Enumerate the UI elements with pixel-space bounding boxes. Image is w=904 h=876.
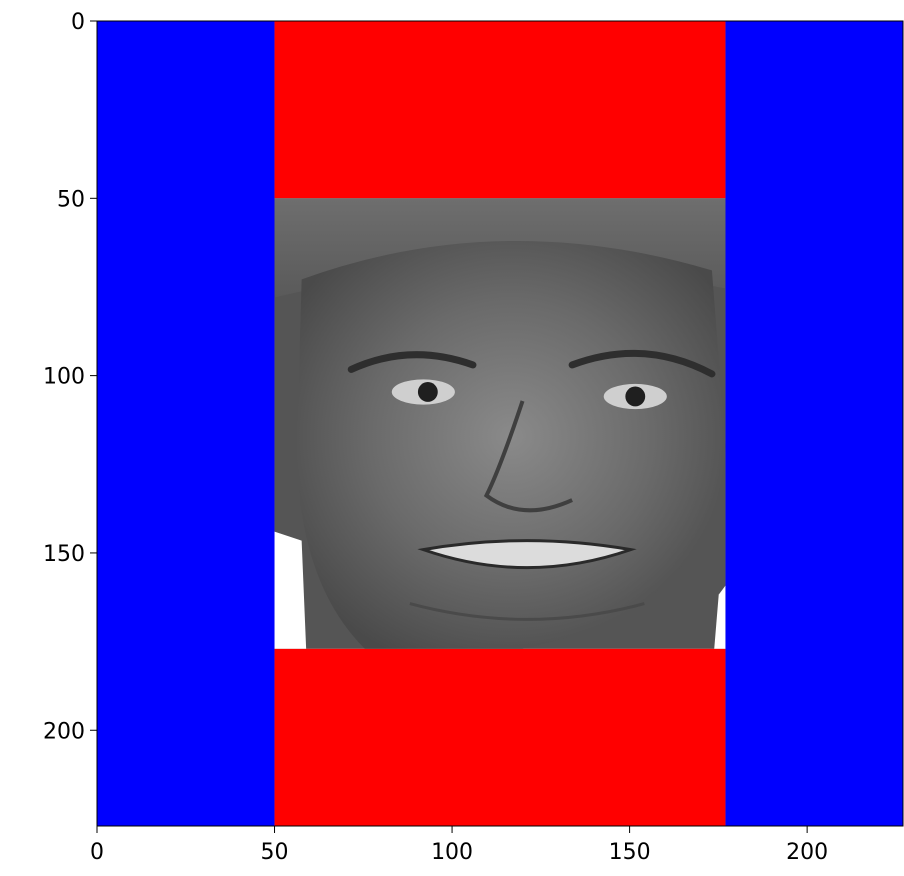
right-padding — [725, 21, 903, 826]
x-tick-label: 0 — [90, 840, 104, 865]
x-tick-label: 150 — [609, 840, 651, 865]
x-tick-label: 200 — [786, 840, 828, 865]
y-tick-label: 100 — [43, 365, 85, 390]
nose — [483, 400, 573, 513]
face-skin — [297, 240, 726, 649]
x-axis: 0 50 100 150 200 — [90, 826, 828, 865]
x-tick-label: 50 — [261, 840, 289, 865]
bottom-padding — [274, 648, 726, 826]
y-tick-label: 200 — [43, 719, 85, 744]
mouth — [417, 539, 637, 570]
y-tick-label: 150 — [43, 542, 85, 567]
white-edge-left — [274, 531, 307, 649]
y-axis: 0 50 100 150 200 — [43, 10, 97, 744]
chin-line — [409, 602, 645, 621]
left-eyebrow — [347, 351, 477, 373]
white-edge-right — [714, 585, 726, 649]
top-padding — [274, 21, 726, 199]
y-tick-label: 0 — [71, 10, 85, 35]
y-tick-label: 50 — [57, 187, 85, 212]
x-tick-label: 100 — [431, 840, 473, 865]
axes-frame — [96, 20, 904, 827]
face-photo — [274, 198, 726, 649]
right-eyebrow — [568, 349, 716, 378]
right-pupil — [625, 386, 646, 407]
image-regions — [97, 21, 903, 826]
left-padding — [97, 21, 275, 826]
left-pupil — [417, 382, 438, 402]
